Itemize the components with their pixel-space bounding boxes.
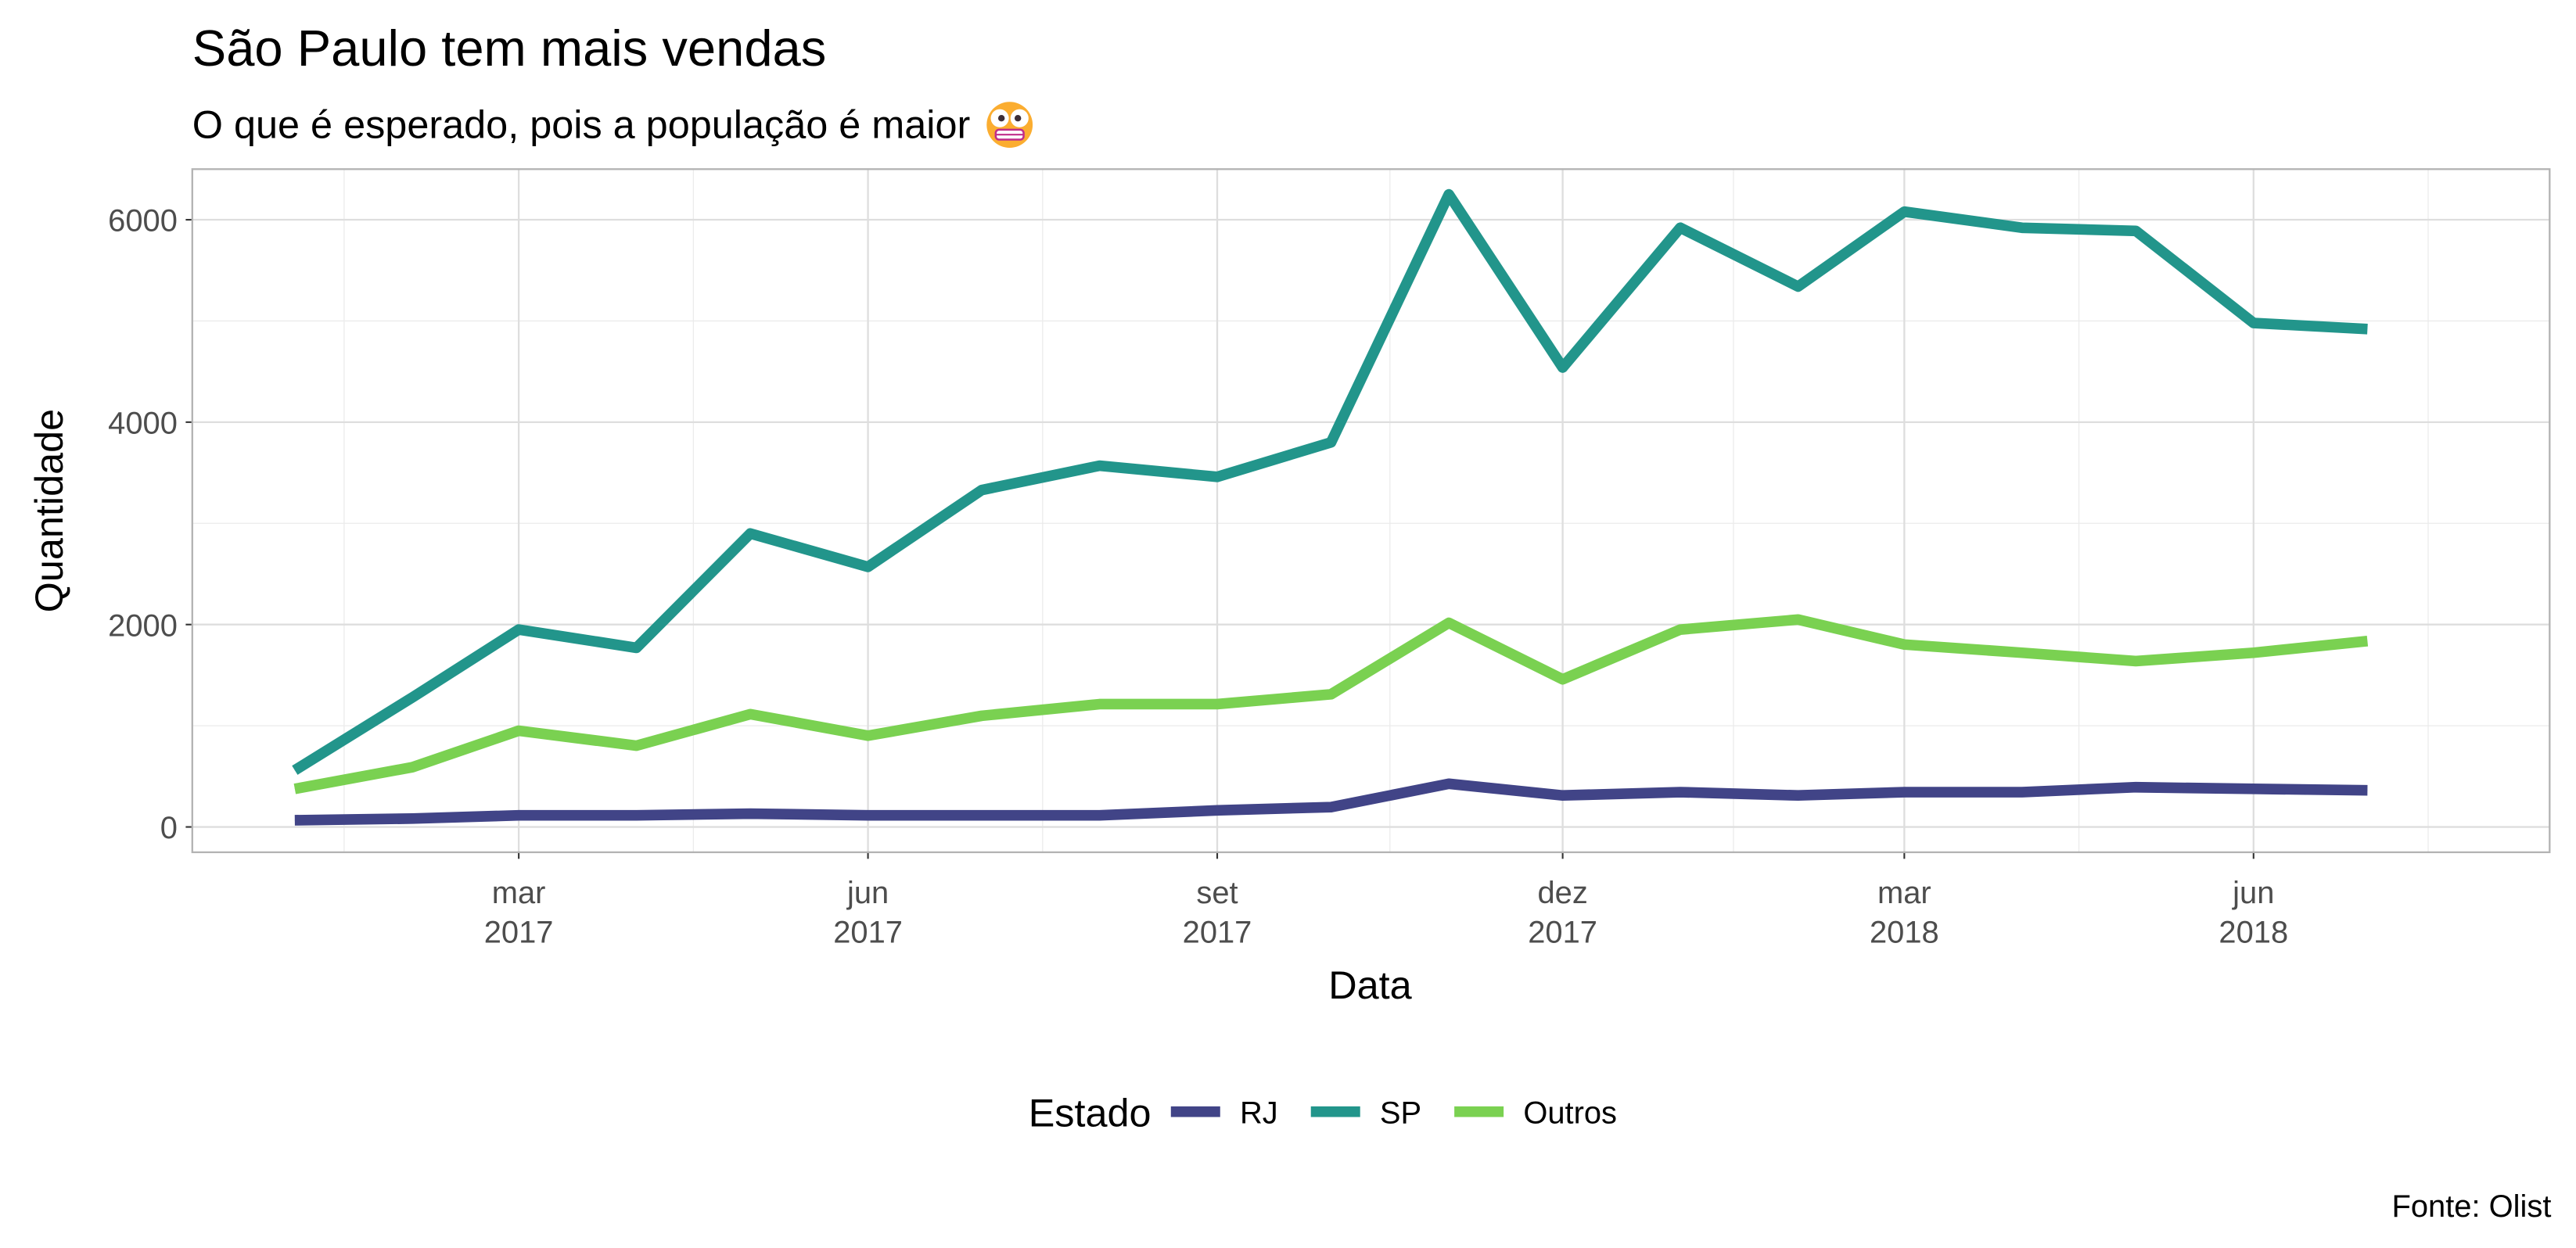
chart-subtitle-text: O que é esperado, pois a população é mai… <box>192 102 970 146</box>
x-tick-label-year: 2017 <box>1183 915 1252 949</box>
plot-panel: 0 2000 4000 6000 mar 2017 jun 2017 set 2017 dez 201… <box>108 168 2551 949</box>
x-tick-label-month: mar <box>1877 876 1931 910</box>
legend-label-rj: RJ <box>1240 1096 1278 1130</box>
legend-title: Estado <box>1029 1091 1151 1135</box>
series-line-sp <box>292 188 2368 775</box>
x-tick-label-month: set <box>1196 876 1238 910</box>
legend: Estado RJ SP Outros <box>1029 1091 1617 1135</box>
x-tick-label-year: 2017 <box>484 915 554 949</box>
y-tick-label: 0 <box>160 811 178 845</box>
x-tick-label-year: 2018 <box>1870 915 1939 949</box>
chart-title: São Paulo tem mais vendas <box>192 20 827 77</box>
x-axis-title: Data <box>1328 963 1412 1007</box>
y-tick-label: 2000 <box>108 608 178 643</box>
x-tick-label-year: 2017 <box>1528 915 1597 949</box>
chart-subtitle: O que é esperado, pois a população é mai… <box>192 102 1033 148</box>
series-line-rj <box>294 778 2368 826</box>
y-axis-title: Quantidade <box>27 409 71 613</box>
grimacing-face-icon <box>986 102 1033 148</box>
legend-label-outros: Outros <box>1523 1096 1617 1130</box>
x-tick-label-month: mar <box>492 876 546 910</box>
chart-caption: Fonte: Olist <box>2392 1189 2552 1224</box>
panel-border <box>191 168 2551 854</box>
y-tick-label: 4000 <box>108 407 178 441</box>
x-tick-label-year: 2017 <box>833 915 903 949</box>
y-tick-label: 6000 <box>108 204 178 238</box>
x-tick-label-year: 2018 <box>2219 915 2288 949</box>
x-tick-label-month: dez <box>1537 876 1587 910</box>
x-tick-label-month: jun <box>846 876 889 910</box>
x-tick-label-month: jun <box>2232 876 2274 910</box>
legend-label-sp: SP <box>1380 1096 1421 1130</box>
